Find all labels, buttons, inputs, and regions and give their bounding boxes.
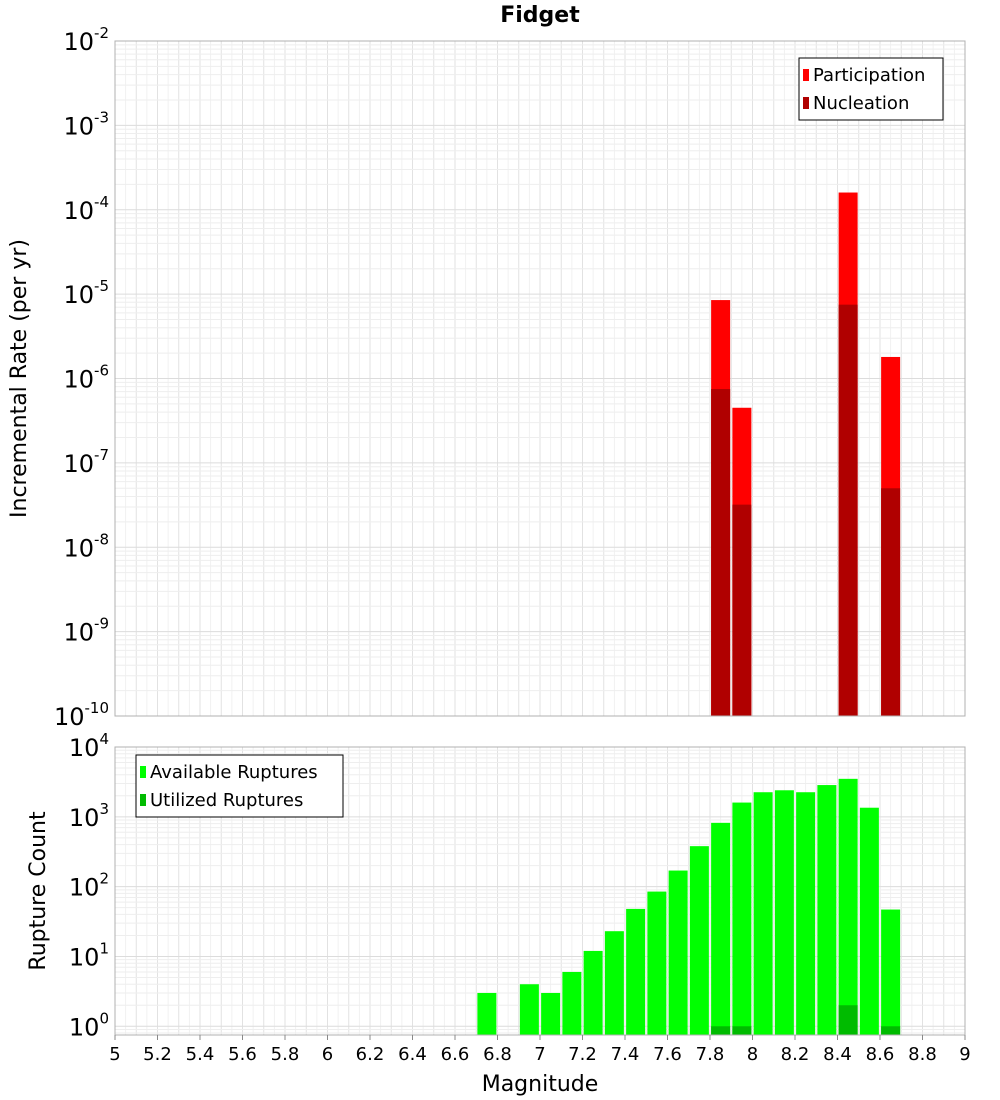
nucleation-bar xyxy=(881,488,901,716)
count-legend-label: Available Ruptures xyxy=(150,762,318,783)
rate-y-tick-label: 10-4 xyxy=(63,193,109,225)
rate-y-axis-label: Incremental Rate (per yr) xyxy=(7,239,32,518)
count-y-tick-label: 101 xyxy=(69,939,109,971)
count-legend-swatch xyxy=(140,794,146,806)
available-ruptures-bar xyxy=(838,778,858,1035)
rate-panel-frame xyxy=(114,40,966,717)
rate-legend-swatch xyxy=(803,69,809,81)
available-ruptures-bar xyxy=(541,992,561,1035)
utilized-ruptures-bar xyxy=(711,1026,731,1035)
available-ruptures-bar xyxy=(753,792,773,1035)
available-ruptures-bar xyxy=(774,790,794,1035)
available-ruptures-bar xyxy=(732,802,752,1035)
nucleation-bar xyxy=(838,304,858,716)
rate-y-tick-label: 10-8 xyxy=(63,530,109,562)
available-ruptures-bar xyxy=(817,785,837,1035)
x-tick-label: 8.8 xyxy=(908,1044,937,1065)
rate-y-tick-label: 10-5 xyxy=(63,277,109,309)
x-tick-label: 6.6 xyxy=(441,1044,470,1065)
available-ruptures-bar xyxy=(519,984,539,1035)
rate-y-tick-label: 10-10 xyxy=(54,699,109,731)
count-y-axis-label: Rupture Count xyxy=(26,811,51,971)
available-ruptures-bar xyxy=(647,891,667,1035)
rate-legend-box xyxy=(798,57,944,121)
rate-legend-label: Nucleation xyxy=(813,93,909,114)
count-y-tick-label: 102 xyxy=(69,870,109,902)
x-tick-label: 8.6 xyxy=(866,1044,895,1065)
x-tick-label: 8 xyxy=(747,1044,758,1065)
utilized-ruptures-bar xyxy=(838,1005,858,1035)
count-legend-label: Utilized Ruptures xyxy=(150,790,303,811)
chart-title: Fidget xyxy=(500,3,580,28)
rate-legend-swatch xyxy=(803,97,809,109)
x-tick-label: 9 xyxy=(959,1044,970,1065)
x-tick-label: 7.8 xyxy=(696,1044,725,1065)
x-tick-label: 8.4 xyxy=(823,1044,852,1065)
x-tick-label: 6.8 xyxy=(483,1044,512,1065)
x-tick-label: 7 xyxy=(534,1044,545,1065)
nucleation-bar xyxy=(711,389,731,716)
available-ruptures-bar xyxy=(562,971,582,1035)
count-y-tick-label: 100 xyxy=(69,1009,109,1041)
available-ruptures-bar xyxy=(881,909,901,1035)
rate-y-tick-label: 10-6 xyxy=(63,362,109,394)
rate-y-tick-label: 10-7 xyxy=(63,446,109,478)
available-ruptures-bar xyxy=(626,908,646,1035)
x-tick-label: 8.2 xyxy=(781,1044,810,1065)
x-axis-label: Magnitude xyxy=(482,1072,599,1097)
rate-legend-label: Participation xyxy=(813,65,925,86)
x-tick-label: 7.6 xyxy=(653,1044,682,1065)
available-ruptures-bar xyxy=(859,807,879,1035)
rate-y-tick-label: 10-9 xyxy=(63,615,109,647)
x-tick-label: 7.4 xyxy=(611,1044,640,1065)
utilized-ruptures-bar xyxy=(732,1026,752,1035)
x-tick-label: 5.8 xyxy=(271,1044,300,1065)
x-tick-label: 6.4 xyxy=(398,1044,427,1065)
nucleation-bar xyxy=(732,504,752,716)
count-y-tick-label: 103 xyxy=(69,800,109,832)
x-tick-label: 5.6 xyxy=(228,1044,257,1065)
available-ruptures-bar xyxy=(689,846,709,1035)
x-tick-label: 6.2 xyxy=(356,1044,385,1065)
x-tick-label: 5 xyxy=(109,1044,120,1065)
available-ruptures-bar xyxy=(583,950,603,1035)
available-ruptures-bar xyxy=(604,931,624,1035)
count-y-tick-label: 104 xyxy=(69,730,109,762)
available-ruptures-bar xyxy=(477,992,497,1035)
count-legend-box xyxy=(135,754,344,818)
available-ruptures-bar xyxy=(668,870,688,1035)
rate-y-tick-label: 10-2 xyxy=(63,24,109,56)
x-tick-label: 5.2 xyxy=(143,1044,172,1065)
utilized-ruptures-bar xyxy=(881,1026,901,1035)
count-legend-swatch xyxy=(140,766,146,778)
x-tick-label: 7.2 xyxy=(568,1044,597,1065)
available-ruptures-bar xyxy=(796,792,816,1035)
available-ruptures-bar xyxy=(711,822,731,1035)
x-tick-label: 5.4 xyxy=(186,1044,215,1065)
x-tick-label: 6 xyxy=(322,1044,333,1065)
rate-y-tick-label: 10-3 xyxy=(63,108,109,140)
